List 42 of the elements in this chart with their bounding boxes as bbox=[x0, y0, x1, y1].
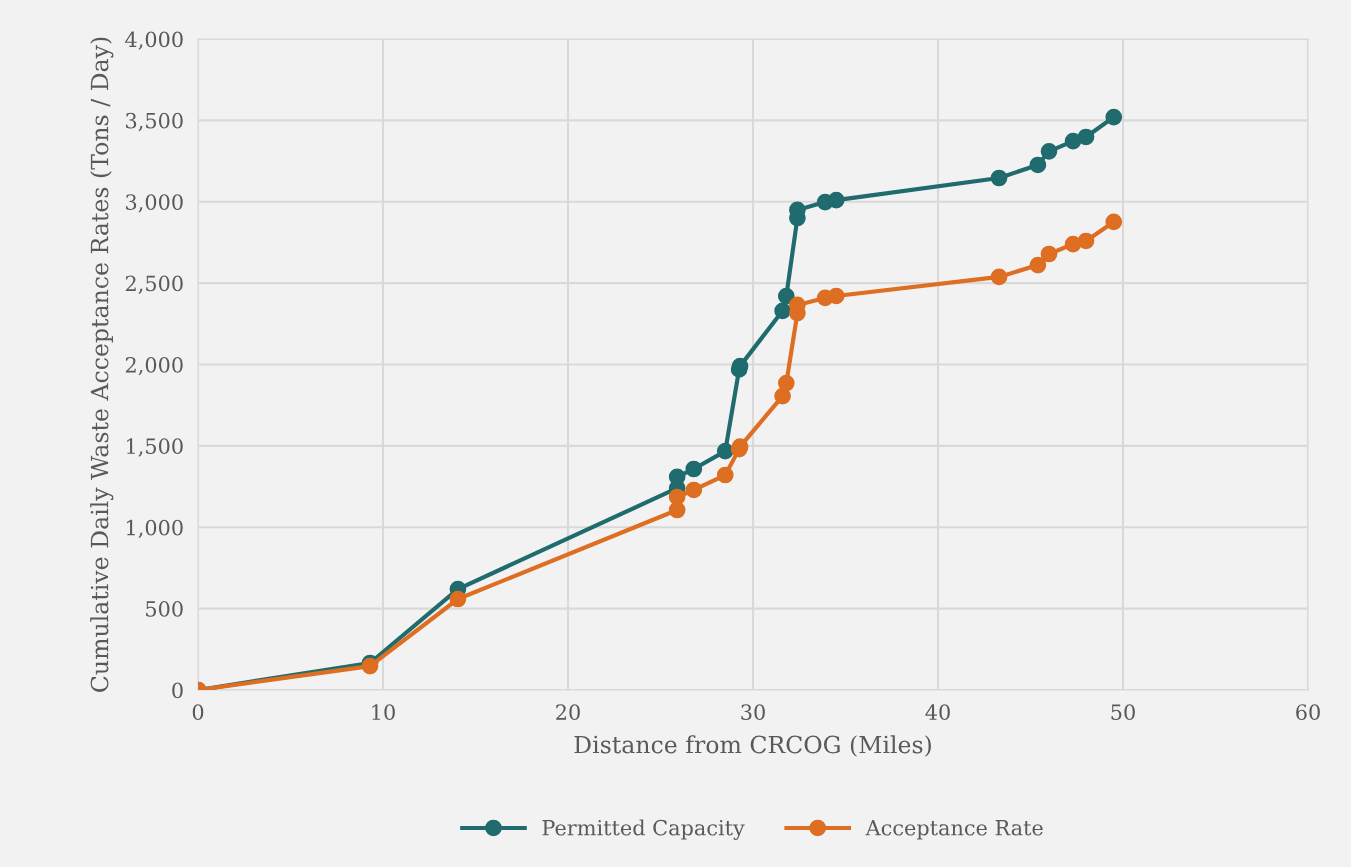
legend-label: Acceptance Rate bbox=[865, 820, 1043, 840]
point bbox=[777, 287, 795, 305]
x-tick-label: 20 bbox=[556, 704, 580, 721]
point bbox=[1040, 245, 1058, 263]
point bbox=[1077, 128, 1095, 146]
y-tick-label: 0 bbox=[172, 682, 183, 699]
y-tick-label: 1,500 bbox=[127, 438, 183, 457]
y-tick-label: 3,000 bbox=[126, 194, 183, 213]
point bbox=[1029, 156, 1047, 174]
y-tick-label: 2,500 bbox=[125, 275, 183, 294]
point bbox=[685, 460, 703, 478]
y-tick-label: 2,000 bbox=[125, 356, 183, 376]
y-axis-title: Cumulative Daily Waste Acceptance Rates (Tons / Day) bbox=[90, 37, 114, 692]
y-tick-label: 500 bbox=[146, 601, 183, 617]
point bbox=[1105, 108, 1123, 126]
point bbox=[449, 590, 467, 608]
point bbox=[990, 169, 1008, 187]
point bbox=[1105, 213, 1123, 231]
x-tick-label: 0 bbox=[192, 704, 204, 721]
point bbox=[990, 268, 1008, 286]
legend-label: Permitted Capacity bbox=[542, 819, 745, 840]
x-tick-label: 10 bbox=[372, 704, 395, 721]
point bbox=[685, 481, 703, 499]
point bbox=[716, 442, 734, 460]
x-tick-label: 30 bbox=[741, 704, 765, 721]
y-tick-label: 4,000 bbox=[125, 31, 183, 50]
point bbox=[827, 191, 845, 209]
point bbox=[777, 374, 795, 392]
y-tick-label: 3,500 bbox=[126, 112, 183, 132]
x-tick-label: 60 bbox=[1296, 704, 1320, 721]
point bbox=[668, 488, 686, 506]
point bbox=[774, 302, 791, 320]
y-tick-label: 1,000 bbox=[127, 519, 183, 538]
point bbox=[827, 287, 845, 305]
x-axis-title: Distance from CRCOG (Miles) bbox=[574, 735, 931, 757]
point bbox=[1029, 256, 1047, 274]
x-tick-label: 40 bbox=[925, 704, 950, 721]
point bbox=[1077, 232, 1095, 250]
point bbox=[1040, 142, 1058, 160]
point bbox=[716, 466, 734, 484]
point bbox=[1064, 132, 1082, 150]
x-tick-label: 50 bbox=[1111, 704, 1135, 721]
